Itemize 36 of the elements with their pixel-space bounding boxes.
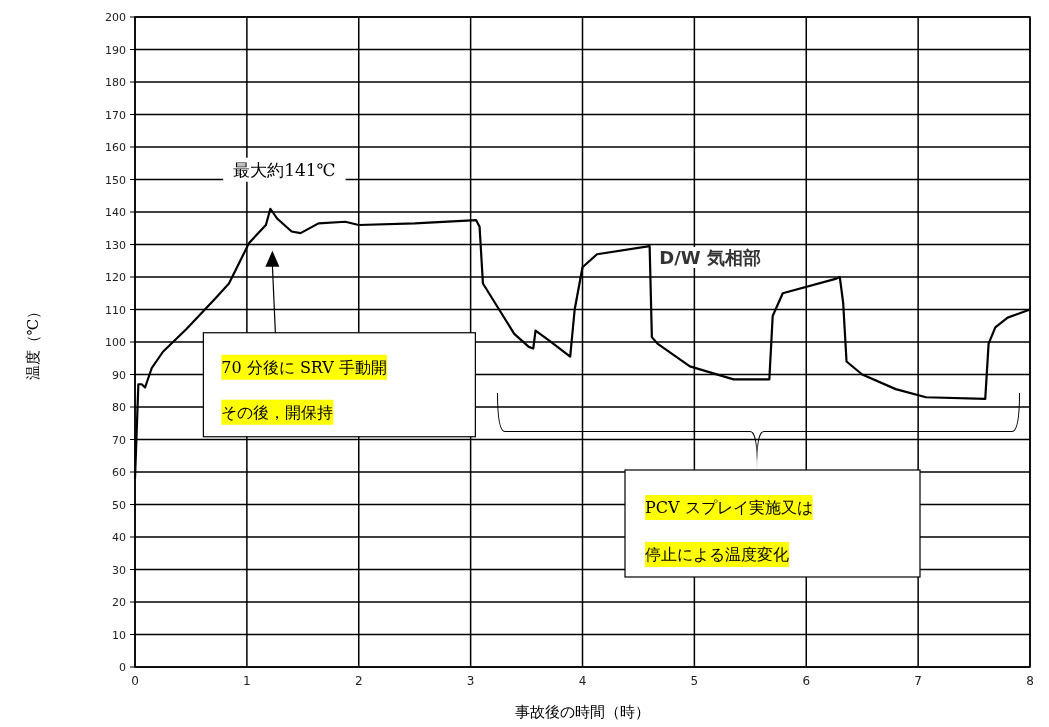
y-tick-label: 30 <box>112 563 126 577</box>
y-tick-label: 160 <box>105 141 126 154</box>
y-tick-label: 40 <box>112 531 126 544</box>
y-tick-label: 70 <box>112 433 126 447</box>
y-tick-label: 20 <box>112 596 126 609</box>
x-tick-label: 1 <box>243 674 251 688</box>
y-tick-label: 140 <box>105 206 126 219</box>
annotation: 最大約141℃ <box>233 159 336 180</box>
text: 70 分後に SRV 手動開その後，開保持 <box>221 357 387 422</box>
y-tick-label: 60 <box>112 466 126 479</box>
y-tick-label: 10 <box>112 628 126 642</box>
y-tick-label: 0 <box>119 661 126 674</box>
y-tick-label: 80 <box>112 401 126 414</box>
y-axis-title: 温度（℃） <box>24 303 42 381</box>
x-tick-label: 2 <box>354 674 363 688</box>
x-tick-label: 7 <box>914 674 922 688</box>
y-tick-label: 130 <box>105 238 126 252</box>
y-tick-label: 110 <box>105 303 126 317</box>
y-tick-label: 50 <box>112 498 126 512</box>
y-tick-label: 180 <box>105 76 126 89</box>
x-tick-label: 8 <box>1026 674 1034 688</box>
y-tick-label: 90 <box>112 368 126 382</box>
x-tick-label: 3 <box>466 674 475 688</box>
x-axis-title: 事故後の時間（時） <box>515 703 650 721</box>
x-tick-label: 6 <box>802 674 811 688</box>
y-tick-label: 150 <box>105 173 126 187</box>
y-tick-label: 100 <box>105 336 126 349</box>
text: PCV スプレイ実施又は停止による温度変化 <box>645 498 813 564</box>
x-tick-label: 4 <box>578 674 587 688</box>
y-tick-label: 200 <box>105 11 126 24</box>
y-tick-label: 170 <box>105 108 126 122</box>
y-tick-label: 120 <box>105 271 126 284</box>
series-label: D/W 気相部 <box>659 247 761 268</box>
x-tick-label: 0 <box>131 674 139 688</box>
x-tick-label: 5 <box>690 674 699 688</box>
y-tick-label: 190 <box>105 43 126 57</box>
